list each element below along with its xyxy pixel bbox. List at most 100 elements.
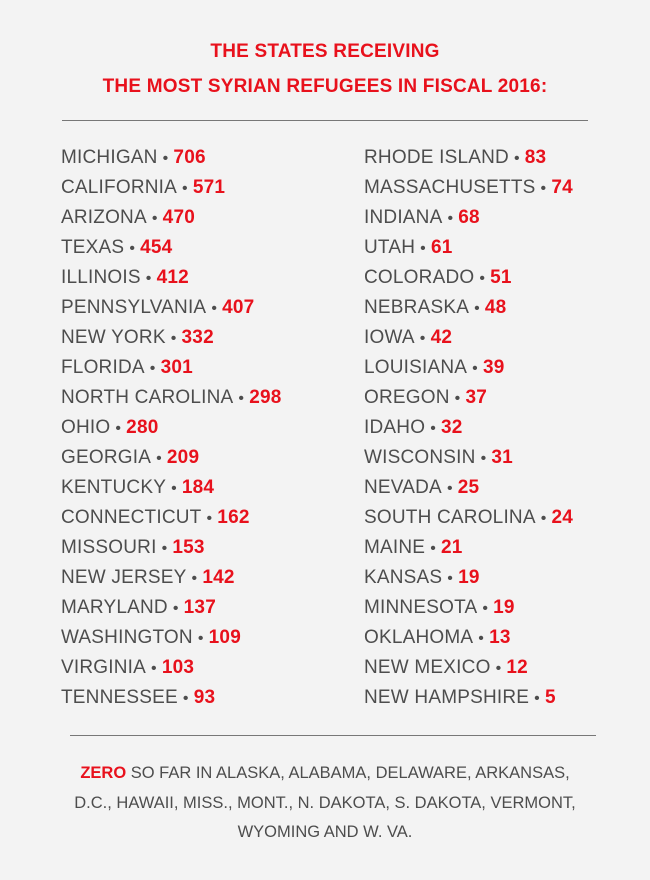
refugee-count: 571 (192, 177, 226, 198)
page-title-line-2: THE MOST SYRIAN REFUGEES IN FISCAL 2016: (102, 76, 548, 97)
refugee-count: 706 (173, 147, 206, 168)
state-row: PENNSYLVANIA • 407 (61, 293, 282, 323)
bullet-separator: • (495, 660, 502, 677)
bullet-separator: • (151, 660, 157, 677)
state-name: TENNESSEE (61, 687, 178, 708)
bullet-separator: • (482, 600, 489, 617)
zero-highlight: ZERO (80, 764, 127, 782)
right-state-list: RHODE ISLAND • 83 MASSACHUSETTS • 74 INDIANA • 6… (364, 143, 573, 713)
bullet-separator: • (182, 180, 188, 197)
bullet-separator: • (479, 270, 486, 287)
bullet-separator: • (472, 360, 478, 377)
state-name: COLORADO (364, 267, 475, 288)
state-name: NEW HAMPSHIRE (364, 687, 530, 708)
refugee-count: 103 (161, 657, 195, 678)
state-row: MISSOURI • 153 (61, 533, 282, 563)
footnote-line-2: D.C., HAWAII, MISS., MONT., N. DAKOTA, S… (74, 793, 576, 812)
state-row: NEW MEXICO • 12 (364, 653, 573, 683)
bullet-separator: • (151, 210, 158, 227)
state-name: NEW MEXICO (364, 657, 491, 678)
bullet-separator: • (420, 240, 426, 257)
state-name: INDIANA (364, 207, 443, 228)
state-name: NEW YORK (61, 327, 166, 348)
state-row: MINNESOTA • 19 (364, 593, 573, 623)
state-row: NEW JERSEY • 142 (61, 563, 282, 593)
refugee-count: 61 (430, 237, 453, 258)
bullet-separator: • (172, 600, 179, 617)
footnote-line-3: WYOMING AND W. VA. (237, 823, 413, 841)
state-name: KANSAS (364, 567, 443, 588)
bullet-separator: • (182, 690, 189, 707)
bullet-separator: • (534, 690, 540, 707)
refugee-count: 298 (249, 387, 282, 408)
state-name: IDAHO (364, 417, 426, 438)
state-row: CONNECTICUT • 162 (61, 503, 282, 533)
bullet-separator: • (211, 300, 218, 317)
state-row: COLORADO • 51 (364, 263, 573, 293)
state-row: MICHIGAN • 706 (61, 143, 282, 173)
bullet-separator: • (478, 630, 485, 647)
bullet-separator: • (447, 570, 454, 587)
state-row: VIRGINIA • 103 (61, 653, 282, 683)
bullet-separator: • (446, 480, 453, 497)
refugee-count: 5 (544, 687, 556, 708)
state-name: CONNECTICUT (61, 507, 202, 528)
refugee-count: 280 (126, 417, 159, 438)
bullet-separator: • (145, 270, 152, 287)
state-name: MICHIGAN (61, 147, 158, 168)
state-row: MAINE • 21 (364, 533, 573, 563)
refugee-count: 19 (458, 567, 480, 588)
state-name: ILLINOIS (61, 267, 141, 288)
refugee-count: 13 (489, 627, 511, 648)
refugee-count: 142 (202, 567, 235, 588)
state-name: FLORIDA (61, 357, 145, 378)
zero-states-footnote: ZERO SO FAR IN ALASKA, ALABAMA, DELAWARE… (40, 759, 610, 848)
refugee-count: 209 (166, 447, 200, 468)
state-name: SOUTH CAROLINA (364, 507, 536, 528)
state-row: INDIANA • 68 (364, 203, 573, 233)
state-row: WASHINGTON • 109 (61, 623, 282, 653)
state-row: MASSACHUSETTS • 74 (364, 173, 573, 203)
bullet-separator: • (474, 300, 480, 317)
bullet-separator: • (171, 480, 177, 497)
refugee-count: 162 (217, 507, 250, 528)
state-name: NEVADA (364, 477, 442, 498)
refugee-count: 51 (490, 267, 512, 288)
state-row: SOUTH CAROLINA • 24 (364, 503, 573, 533)
state-name: WISCONSIN (364, 447, 476, 468)
refugee-count: 470 (162, 207, 195, 228)
state-row: MARYLAND • 137 (61, 593, 282, 623)
state-name: MISSOURI (61, 537, 157, 558)
bullet-separator: • (129, 240, 136, 257)
refugee-count: 24 (551, 507, 574, 528)
state-row: ILLINOIS • 412 (61, 263, 282, 293)
state-row: ARIZONA • 470 (61, 203, 282, 233)
refugee-count: 153 (172, 537, 205, 558)
top-divider (62, 120, 588, 121)
state-row: TEXAS • 454 (61, 233, 282, 263)
state-row: NEW HAMPSHIRE • 5 (364, 683, 573, 713)
refugee-count: 137 (183, 597, 216, 618)
refugee-count: 74 (551, 177, 573, 198)
state-name: IOWA (364, 327, 415, 348)
refugee-count: 332 (181, 327, 214, 348)
state-row: NEBRASKA • 48 (364, 293, 573, 323)
state-name: MASSACHUSETTS (364, 177, 536, 198)
bullet-separator: • (170, 330, 177, 347)
refugee-count: 31 (491, 447, 513, 468)
bullet-separator: • (540, 510, 547, 527)
bullet-separator: • (454, 390, 461, 407)
bullet-separator: • (419, 330, 426, 347)
page-title-line-1: THE STATES RECEIVING (210, 41, 440, 62)
bullet-separator: • (540, 180, 547, 197)
state-row: NORTH CAROLINA • 298 (61, 383, 282, 413)
state-name: GEORGIA (61, 447, 152, 468)
refugee-count: 412 (156, 267, 189, 288)
state-row: RHODE ISLAND • 83 (364, 143, 573, 173)
state-row: OKLAHOMA • 13 (364, 623, 573, 653)
refugee-count: 301 (160, 357, 193, 378)
state-name: OKLAHOMA (364, 627, 474, 648)
state-row: TENNESSEE • 93 (61, 683, 282, 713)
refugee-count: 12 (506, 657, 528, 678)
state-name: VIRGINIA (61, 657, 147, 678)
